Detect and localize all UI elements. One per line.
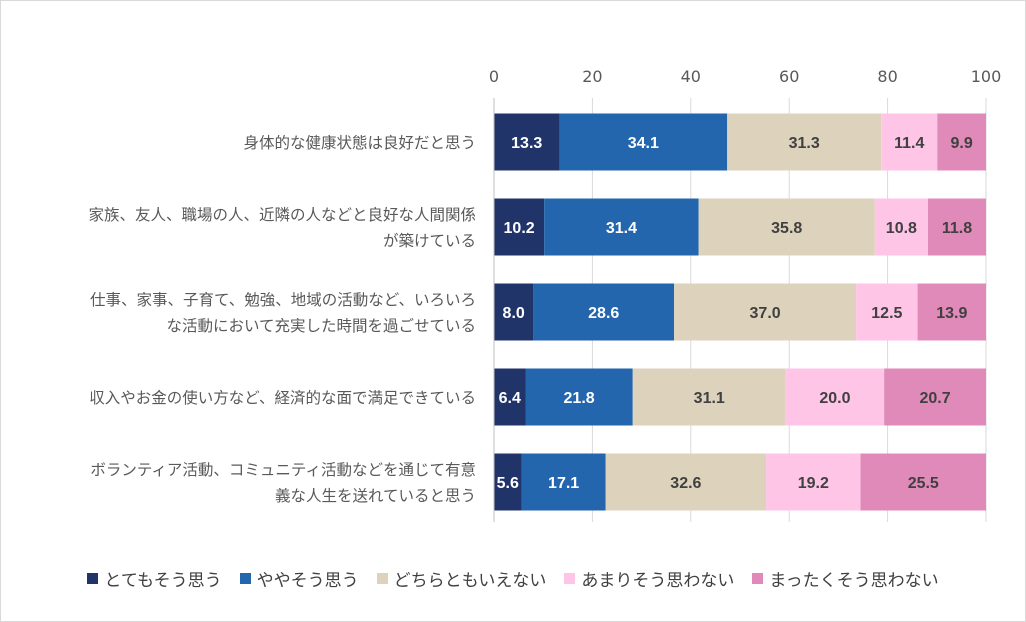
bar-segment	[559, 113, 728, 171]
category-label: 義な人生を送れていると思う	[275, 487, 476, 505]
bar-segment	[521, 453, 606, 511]
data-label: 12.5	[871, 305, 902, 322]
bar-segment	[544, 198, 699, 256]
data-label: 20.0	[819, 390, 850, 407]
legend-item: とてもそう思う	[87, 566, 222, 591]
legend-label: あまりそう思わない	[581, 571, 735, 591]
data-label: 6.4	[499, 390, 521, 407]
data-label: 25.5	[908, 475, 939, 492]
category-label: 家族、友人、職場の人、近隣の人などと良好な人間関係	[88, 206, 476, 224]
category-label: が築けている	[383, 232, 476, 250]
legend-item: あまりそう思わない	[564, 566, 734, 591]
data-label: 9.9	[951, 135, 973, 152]
category-label: 身体的な健康状態は良好だと思う	[243, 134, 476, 152]
bar-segment	[632, 368, 786, 426]
x-tick-label: 100	[971, 67, 1002, 86]
category-label: ボランティア活動、コミュニティ活動などを通じて有意	[90, 460, 476, 479]
bar-segment	[494, 113, 560, 171]
bar-segment	[881, 113, 938, 171]
x-tick-label: 0	[489, 67, 499, 86]
legend-item: ややそう思う	[239, 566, 359, 591]
data-label: 31.3	[789, 135, 820, 152]
legend-item: まったくそう思わない	[752, 566, 939, 591]
x-tick-label: 20	[582, 67, 602, 86]
category-label: 仕事、家事、子育て、勉強、地域の活動など、いろいろ	[90, 291, 476, 309]
bar-segment	[494, 453, 522, 511]
data-label: 20.7	[920, 390, 951, 407]
data-label: 13.9	[936, 305, 967, 322]
bar-segment	[698, 198, 875, 256]
x-tick-label: 40	[681, 67, 701, 86]
data-label: 10.2	[504, 220, 535, 237]
data-label: 21.8	[564, 390, 595, 407]
bar-segment	[494, 368, 526, 426]
stacked-bar-chart: 0 20 40 60 80 100 13.3 10.2 8.0 6.4 5.6 34.1 31.4 28.…	[88, 67, 1002, 522]
data-label: 28.6	[588, 305, 619, 322]
category-label: 収入やお金の使い方など、経済的な面で満足できている	[89, 389, 476, 407]
bar-segment	[494, 283, 534, 341]
bar-segment	[766, 453, 861, 511]
legend-label: まったくそう思わない	[769, 571, 939, 591]
data-label: 19.2	[798, 475, 829, 492]
data-label: 10.8	[886, 220, 917, 237]
data-label: 5.6	[497, 475, 519, 492]
bar-segment	[917, 283, 986, 341]
legend-label: どちらともいえない	[393, 571, 547, 591]
bar-segment	[856, 283, 918, 341]
bar-segment	[727, 113, 882, 171]
data-label: 11.4	[894, 135, 924, 152]
legend-label: ややそう思う	[256, 571, 359, 591]
bar-segment	[525, 368, 633, 426]
data-label: 31.1	[694, 390, 725, 407]
bar-segment	[884, 368, 986, 426]
data-label: 31.4	[606, 220, 637, 237]
bar-segment	[937, 113, 986, 171]
bar-segment	[674, 283, 857, 341]
bar-segment	[533, 283, 675, 341]
legend-swatch	[87, 573, 99, 584]
data-label: 35.8	[771, 220, 802, 237]
data-label: 32.6	[670, 475, 701, 492]
legend-swatch	[564, 573, 576, 584]
legend-label: とてもそう思う	[104, 571, 222, 591]
chart-legend: とてもそう思う ややそう思う どちらともいえない あまりそう思わない まったくそう思わな…	[0, 566, 1026, 591]
legend-item: どちらともいえない	[376, 566, 547, 591]
bar-segment	[860, 453, 986, 511]
data-label: 8.0	[503, 305, 525, 322]
x-tick-label: 60	[779, 67, 799, 86]
category-label: な活動において充実した時間を過ごせている	[166, 317, 476, 335]
data-label: 13.3	[511, 135, 542, 152]
legend-swatch	[239, 573, 251, 584]
data-label: 17.1	[548, 475, 579, 492]
data-label: 37.0	[750, 305, 781, 322]
data-label: 34.1	[628, 135, 659, 152]
bar-segment	[874, 198, 928, 256]
bar-segment	[605, 453, 767, 511]
x-tick-label: 80	[877, 67, 897, 86]
data-label: 11.8	[942, 220, 972, 237]
legend-swatch	[376, 573, 388, 584]
bar-segment	[785, 368, 885, 426]
legend-swatch	[752, 573, 764, 584]
bar-segment	[494, 198, 545, 256]
bar-segment	[927, 198, 986, 256]
